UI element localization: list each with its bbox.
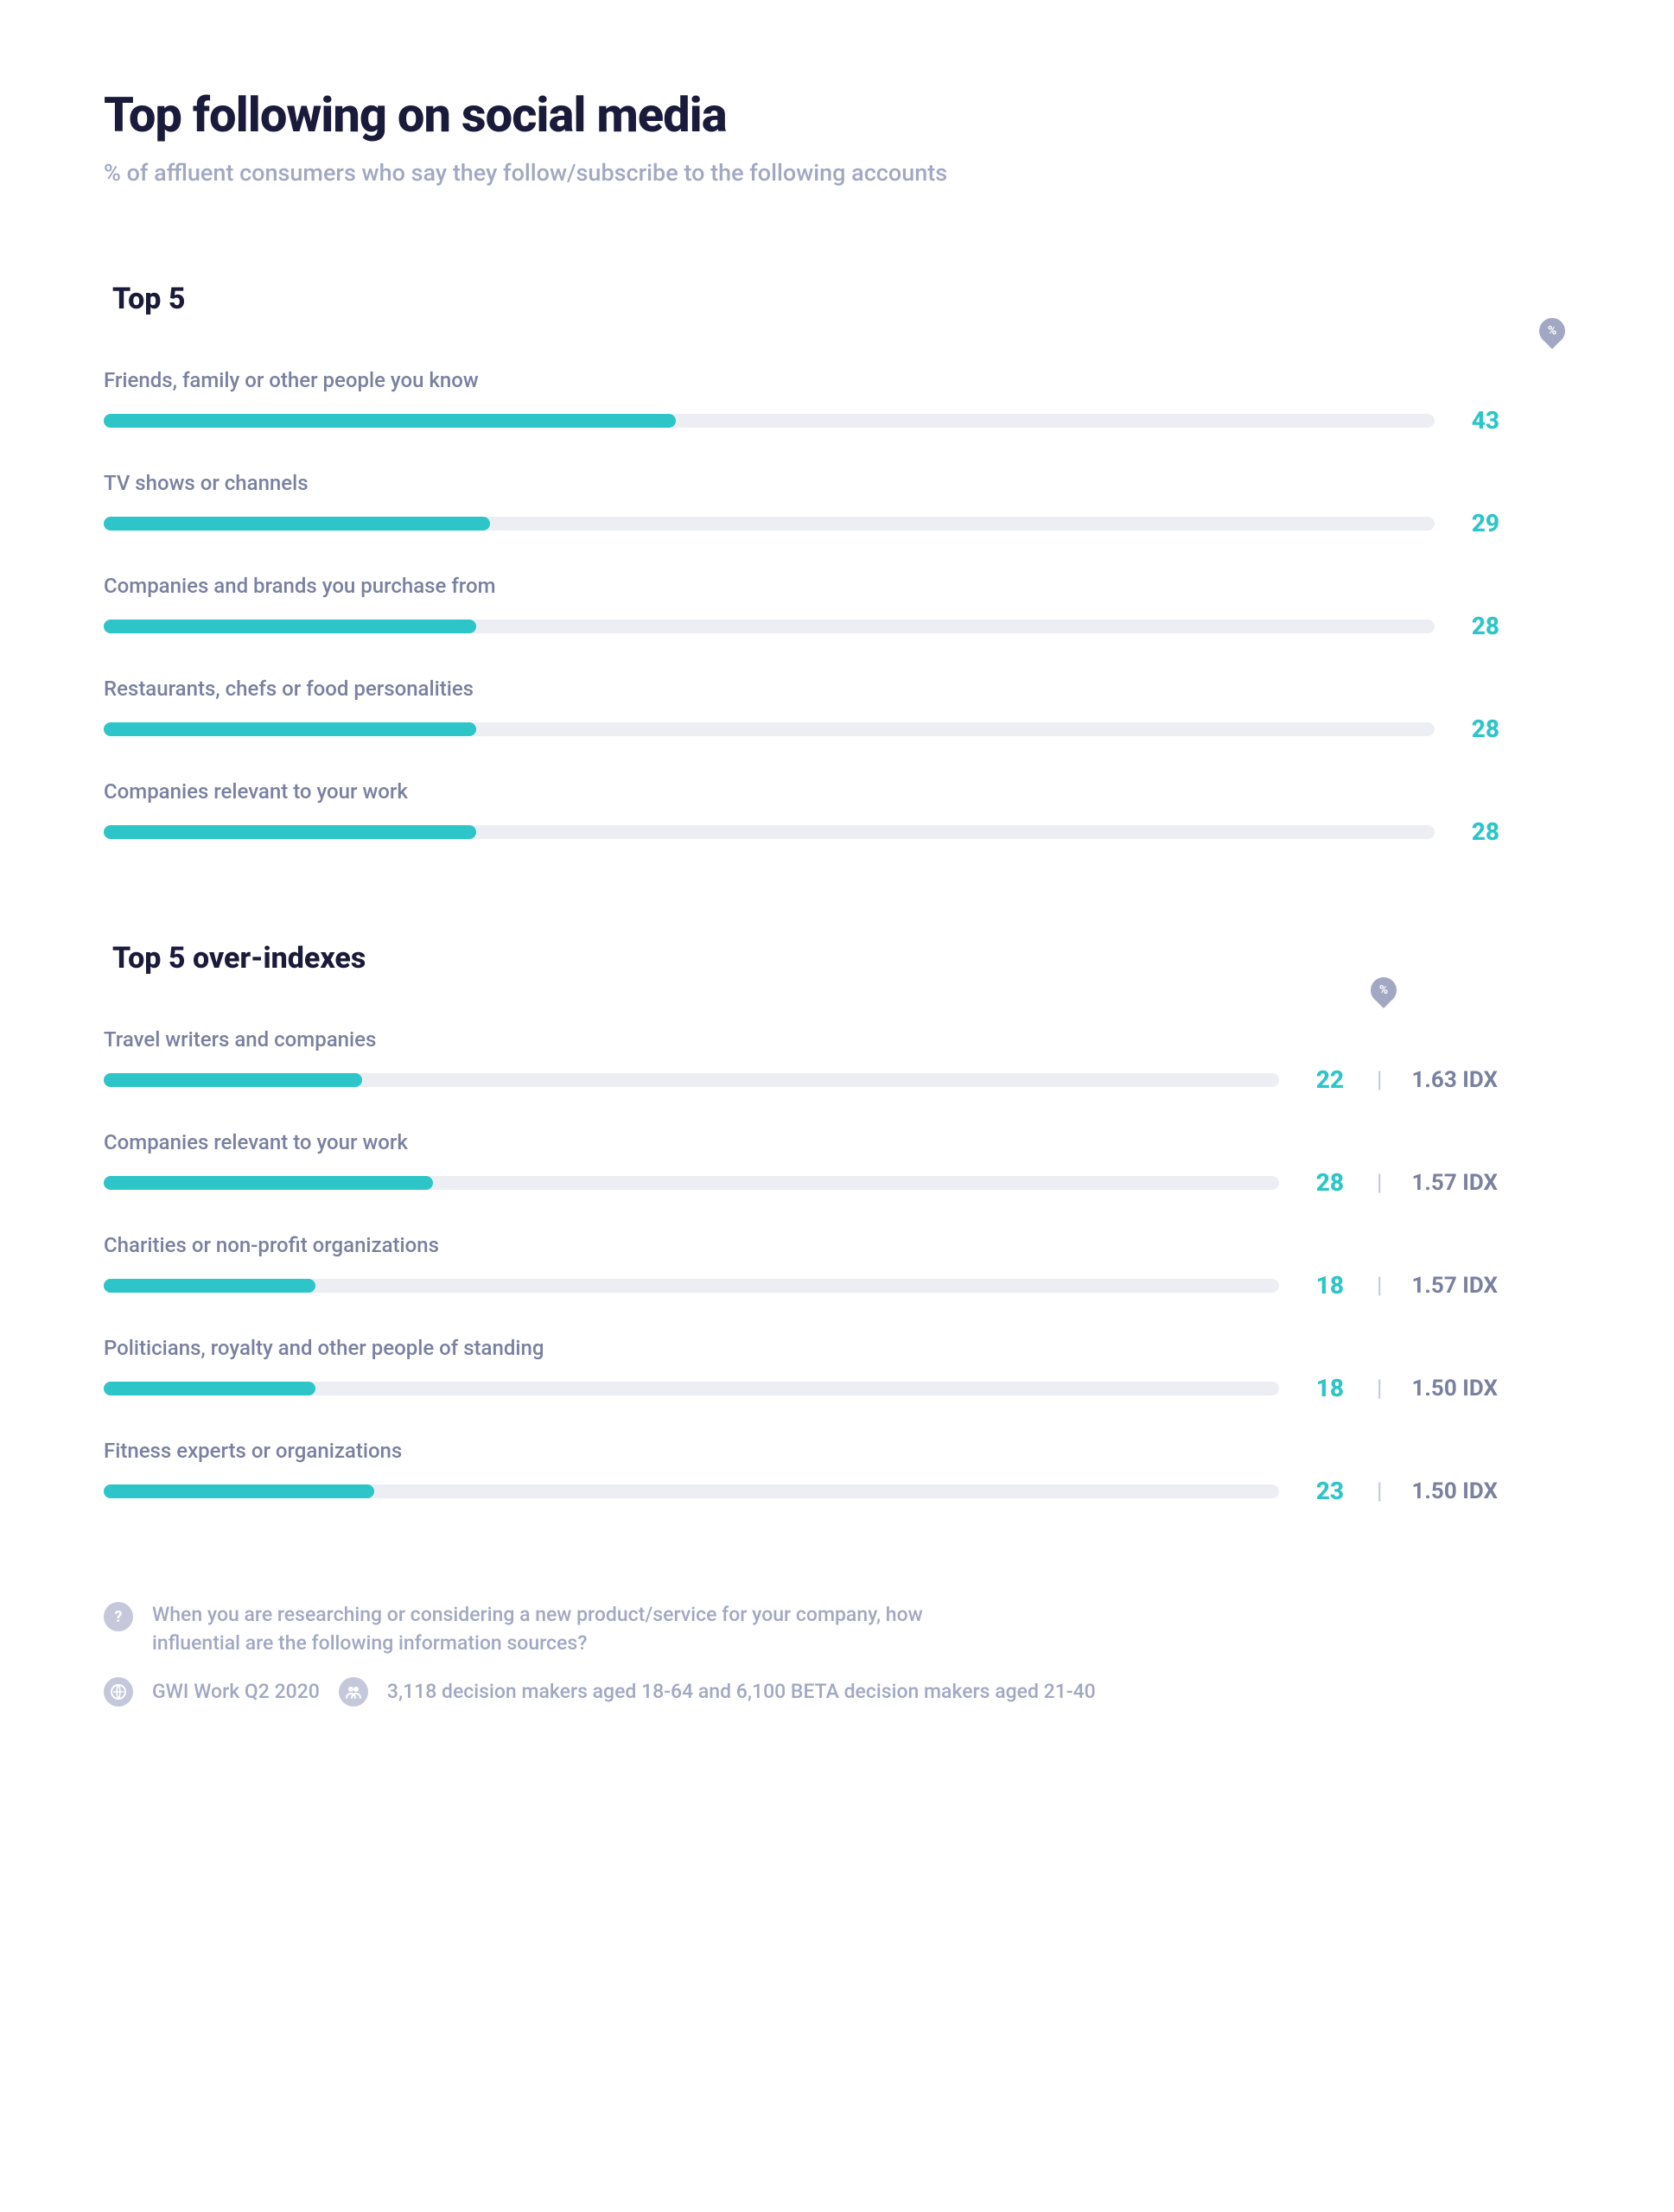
footer-question-row: ? When you are researching or considerin…: [104, 1600, 1570, 1658]
bar-fill: [104, 620, 476, 633]
bar-value: 18: [1305, 1374, 1344, 1402]
bar-value: 22: [1305, 1065, 1344, 1094]
bar-fill: [104, 517, 490, 531]
bar-label: Companies relevant to your work: [104, 779, 1570, 804]
bar-row: Fitness experts or organizations 23 | 1.50 …: [104, 1439, 1570, 1505]
bar-track: [104, 517, 1435, 531]
bar-value: 28: [1461, 715, 1499, 743]
section-title: Top 5: [112, 282, 1570, 316]
bar-row: Companies relevant to your work 28 | 1.57 I…: [104, 1130, 1570, 1197]
idx-separator: |: [1377, 1067, 1382, 1093]
bar-row: Companies relevant to your work 28: [104, 779, 1570, 846]
bar-row: Politicians, royalty and other people of…: [104, 1336, 1570, 1402]
chart-footer: ? When you are researching or considerin…: [104, 1600, 1570, 1707]
section-top5: Top 5%Friends, family or other people yo…: [104, 282, 1570, 846]
chart-area: %Travel writers and companies22|1.63 IDX…: [104, 1027, 1570, 1505]
percent-marker-icon: %: [1370, 977, 1397, 1014]
bar-row: Friends, family or other people you know…: [104, 368, 1570, 435]
bar-row: Restaurants, chefs or food personalities…: [104, 677, 1570, 743]
section-title: Top 5 over-indexes: [112, 941, 1570, 976]
idx-separator: |: [1377, 1478, 1382, 1504]
bar-label: Charities or non-profit organizations: [104, 1233, 1570, 1257]
bar-track: [104, 1279, 1279, 1293]
bar-fill: [104, 1484, 374, 1498]
bar-fill: [104, 825, 476, 839]
bar-value: 43: [1461, 406, 1499, 435]
bar-value: 29: [1461, 509, 1499, 537]
bar-label: Fitness experts or organizations: [104, 1439, 1570, 1463]
bar-line: 18 | 1.57 IDX: [104, 1271, 1570, 1300]
bar-line: 28 | 1.57 IDX: [104, 1168, 1570, 1197]
bar-row: Companies and brands you purchase from 28: [104, 574, 1570, 640]
bar-track: [104, 1073, 1279, 1087]
bar-label: Politicians, royalty and other people of…: [104, 1336, 1570, 1360]
footer-source-text: GWI Work Q2 2020: [152, 1680, 320, 1703]
idx-value: 1.50 IDX: [1411, 1376, 1497, 1402]
bar-track: [104, 1484, 1279, 1498]
bar-row: Charities or non-profit organizations 18 |…: [104, 1233, 1570, 1300]
bar-line: 28: [104, 817, 1570, 846]
bar-line: 22 | 1.63 IDX: [104, 1065, 1570, 1094]
bar-label: Restaurants, chefs or food personalities: [104, 677, 1570, 701]
sample-icon: [339, 1677, 368, 1707]
footer-source-row: GWI Work Q2 2020 3,118 decision makers a…: [104, 1677, 1570, 1707]
idx-value: 1.63 IDX: [1411, 1067, 1497, 1093]
footer-sample-text: 3,118 decision makers aged 18-64 and 6,1…: [387, 1680, 1096, 1703]
idx-value: 1.57 IDX: [1411, 1170, 1497, 1196]
idx-separator: |: [1377, 1273, 1382, 1299]
bar-line: 29: [104, 509, 1570, 537]
bar-line: 28: [104, 715, 1570, 743]
idx-value: 1.50 IDX: [1411, 1478, 1497, 1504]
bar-label: Travel writers and companies: [104, 1027, 1570, 1052]
bar-label: Companies and brands you purchase from: [104, 574, 1570, 598]
bar-track: [104, 414, 1435, 428]
bar-value: 18: [1305, 1271, 1344, 1300]
bar-track: [104, 620, 1435, 633]
bar-line: 23 | 1.50 IDX: [104, 1477, 1570, 1505]
section-overindex: Top 5 over-indexes% Travel writers and co…: [104, 941, 1570, 1505]
bar-fill: [104, 722, 476, 736]
bar-line: 28: [104, 612, 1570, 640]
source-icon: [104, 1677, 133, 1707]
bar-row: Travel writers and companies 22 | 1.63 IDX: [104, 1027, 1570, 1094]
chart-title: Top following on social media: [104, 86, 1570, 143]
bar-value: 28: [1461, 612, 1499, 640]
idx-value: 1.57 IDX: [1411, 1273, 1497, 1299]
bar-line: 18 | 1.50 IDX: [104, 1374, 1570, 1402]
bar-track: [104, 1176, 1279, 1190]
question-icon: ?: [104, 1602, 133, 1631]
bar-line: 43: [104, 406, 1570, 435]
bar-fill: [104, 414, 676, 428]
bar-value: 23: [1305, 1477, 1344, 1505]
bar-fill: [104, 1382, 315, 1395]
bar-label: Companies relevant to your work: [104, 1130, 1570, 1154]
idx-separator: |: [1377, 1376, 1382, 1402]
bar-row: TV shows or channels 29: [104, 471, 1570, 537]
bar-value: 28: [1461, 817, 1499, 846]
bar-label: TV shows or channels: [104, 471, 1570, 495]
footer-question-text: When you are researching or considering …: [152, 1600, 930, 1658]
idx-separator: |: [1377, 1170, 1382, 1196]
chart-subtitle: % of affluent consumers who say they fol…: [104, 159, 1570, 187]
bar-track: [104, 825, 1435, 839]
bar-track: [104, 722, 1435, 736]
bar-fill: [104, 1279, 315, 1293]
percent-marker-icon: %: [1538, 318, 1566, 354]
chart-area: %Friends, family or other people you kno…: [104, 368, 1570, 846]
bar-value: 28: [1305, 1168, 1344, 1197]
bar-fill: [104, 1073, 362, 1087]
bar-label: Friends, family or other people you know: [104, 368, 1570, 392]
bar-fill: [104, 1176, 433, 1190]
bar-track: [104, 1382, 1279, 1395]
